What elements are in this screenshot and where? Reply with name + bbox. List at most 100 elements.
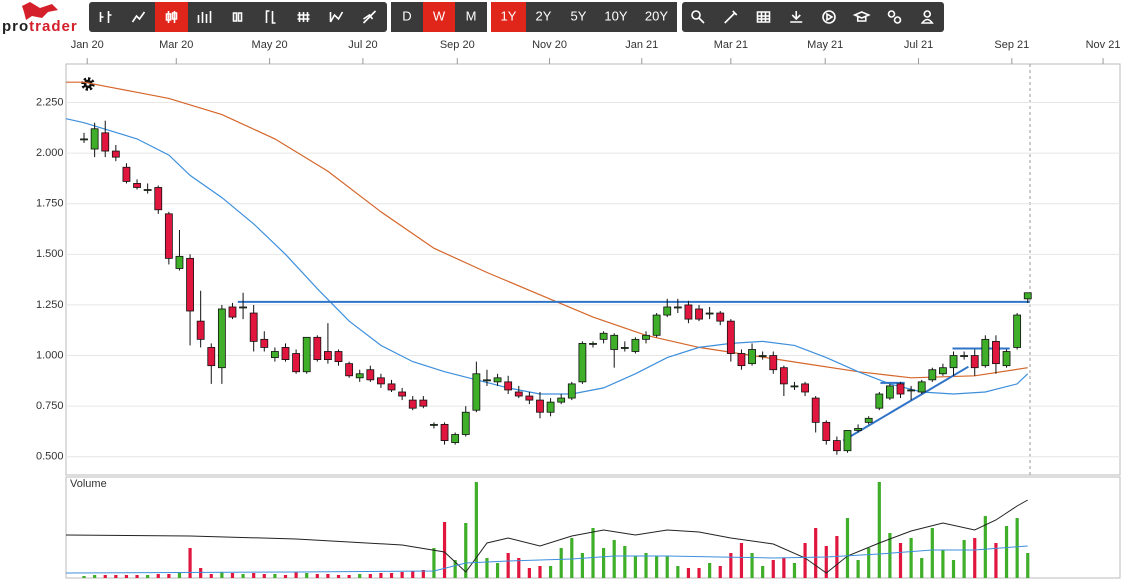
candle-body <box>631 338 640 352</box>
candle-body <box>90 128 99 150</box>
volume-bar <box>347 575 351 578</box>
volume-bar <box>686 568 691 578</box>
volume-bar <box>623 546 627 578</box>
volume-bar <box>718 566 722 578</box>
x-tick-label: Jul 20 <box>348 39 377 51</box>
volume-bar <box>1004 526 1009 578</box>
volume-line <box>65 545 1028 574</box>
chart-type-button[interactable] <box>197 11 212 23</box>
chart-type-button[interactable] <box>265 10 276 24</box>
candle-body <box>440 423 449 441</box>
chart-type-button[interactable] <box>329 11 344 23</box>
tool-button[interactable] <box>822 10 836 24</box>
candle-body <box>620 347 629 349</box>
volume-bar <box>135 575 139 578</box>
volume-bar <box>676 566 680 578</box>
candle-body <box>949 355 958 369</box>
volume-bar <box>792 563 797 578</box>
volume-label: Volume <box>70 478 107 490</box>
candle-body <box>133 183 141 188</box>
interval-button[interactable] <box>391 2 423 32</box>
candle-body <box>896 383 905 395</box>
volume-bar <box>252 573 256 578</box>
candle-body <box>164 213 173 259</box>
volume-bar <box>273 574 277 578</box>
range-label: 2Y <box>536 8 552 23</box>
chart-type-button[interactable] <box>165 11 178 23</box>
y-tick-label: 1.000 <box>36 349 64 361</box>
chart-type-button[interactable] <box>99 11 112 23</box>
candle-body <box>716 312 725 322</box>
candle-body <box>228 306 237 318</box>
candle-body <box>324 351 332 360</box>
candle-body <box>430 423 438 426</box>
volume-bar <box>824 546 828 578</box>
chart-type-button[interactable] <box>362 10 377 24</box>
volume-bar <box>771 560 775 578</box>
volume-bar <box>633 556 638 578</box>
range-button[interactable] <box>636 2 677 32</box>
range-button[interactable] <box>561 2 596 32</box>
candle-body <box>854 428 862 431</box>
chart-type-button[interactable] <box>232 12 243 22</box>
candle-body <box>779 367 788 385</box>
y-tick-label: 2.000 <box>36 147 64 159</box>
range-label: 20Y <box>645 8 668 23</box>
y-tick-label: 1.250 <box>36 299 64 311</box>
volume-bar <box>962 540 966 578</box>
candle-body <box>355 373 364 379</box>
candle-body <box>249 312 258 342</box>
volume-bar <box>845 518 850 578</box>
y-tick-label: 0.500 <box>36 451 64 463</box>
volume-bar <box>506 553 510 578</box>
volume-bar <box>856 560 860 578</box>
tool-button[interactable] <box>691 10 705 24</box>
tool-button[interactable] <box>724 10 738 24</box>
volume-bar <box>1015 518 1019 578</box>
volume-bar <box>230 573 235 578</box>
interval-button[interactable] <box>455 2 487 32</box>
candle-body <box>504 381 513 391</box>
tool-button[interactable] <box>790 11 803 23</box>
range-button[interactable] <box>596 2 636 32</box>
logo-second: trader <box>29 18 78 35</box>
candle-body <box>673 306 682 309</box>
volume-bar <box>591 528 595 578</box>
volume-bar <box>580 553 584 578</box>
range-label: 1Y <box>501 8 517 23</box>
tool-button[interactable] <box>756 11 771 23</box>
candle-body <box>101 132 110 152</box>
chart-type-button[interactable] <box>297 12 310 22</box>
volume-bar <box>909 538 913 578</box>
candle-body <box>334 351 343 363</box>
tool-button[interactable] <box>852 11 871 22</box>
logo-bull <box>22 2 58 20</box>
volume-bar <box>421 570 425 578</box>
interval-button[interactable] <box>423 2 455 32</box>
candle-body <box>239 306 247 309</box>
candle-body <box>143 189 152 191</box>
trend-line <box>842 365 969 442</box>
candle-body <box>642 334 650 340</box>
range-button[interactable] <box>491 2 526 32</box>
tool-button[interactable] <box>920 10 934 24</box>
range-label: 10Y <box>604 8 627 23</box>
moving-average <box>66 81 1028 379</box>
candle-body <box>684 304 693 320</box>
candle-body <box>726 320 735 354</box>
interval-label: M <box>466 8 477 23</box>
candle-body <box>217 308 226 369</box>
range-button[interactable] <box>526 2 561 32</box>
volume-bar <box>209 574 213 578</box>
volume-bar <box>920 558 924 578</box>
tool-button[interactable] <box>887 10 902 24</box>
chart-type-button[interactable] <box>131 11 146 23</box>
volume-bar <box>199 568 203 578</box>
candle-body <box>864 417 873 423</box>
x-tick-label: Sep 20 <box>440 39 475 51</box>
volume-bar <box>262 574 266 578</box>
candle-body <box>758 355 767 357</box>
logo[interactable]: protrader <box>2 2 78 35</box>
volume-bar <box>82 576 86 578</box>
